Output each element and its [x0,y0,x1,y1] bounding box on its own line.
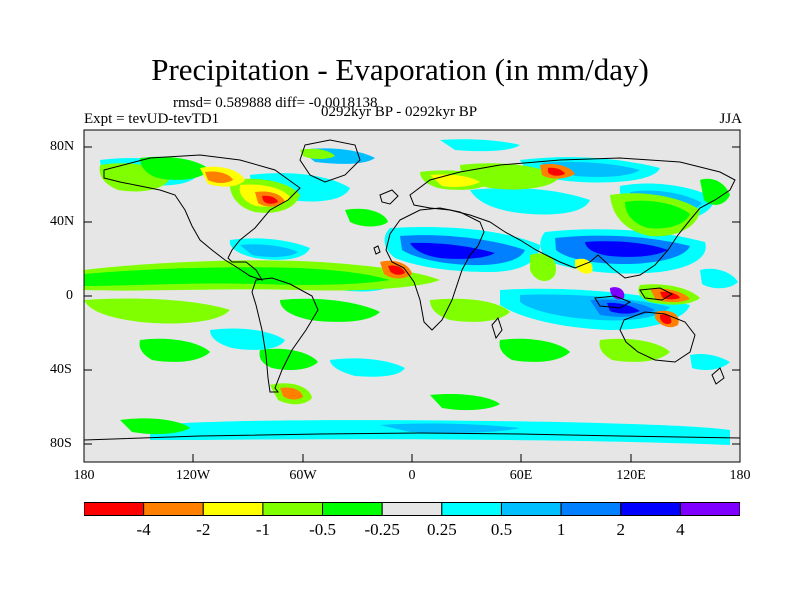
lon-label-60e: 60E [509,468,533,483]
stats-line: rmsd= 0.589888 diff= -0.0018138 [173,95,378,111]
colorbar-swatch [143,502,204,516]
lon-label-120w: 120W [175,468,211,483]
colorbar-swatch [262,502,324,516]
colorbar-swatch [679,502,740,516]
colorbar-label: 4 [676,520,685,539]
lon-label-180w: 180 [73,468,95,483]
season-label: JJA [719,111,742,127]
colorbar-swatch [500,502,562,516]
lon-label-0: 0 [408,468,416,483]
lat-label-80n: 80N [50,139,75,154]
colorbar-swatch [441,502,502,516]
colorbar-label: 2 [616,520,625,539]
lat-label-80s: 80S [50,436,72,451]
colorbar-label: -0.5 [309,520,336,539]
lat-label-0: 0 [66,288,73,303]
colorbar-label: 1 [556,520,566,539]
colorbar [84,502,740,516]
lon-label-180e: 180 [729,468,751,483]
colorbar-label: 0.5 [490,520,513,539]
colorbar-label: -0.25 [364,520,400,539]
colorbar-swatch [322,502,383,516]
lon-label-60w: 60W [289,468,317,483]
lat-label-40n: 40N [50,214,75,229]
map-title: Precipitation - Evaporation (in mm/day) [151,52,649,87]
colorbar-swatch [381,502,443,516]
period-label: 0292kyr BP - 0292kyr BP [321,104,478,120]
colorbar-swatch [84,502,145,516]
colorbar-label: -2 [196,520,211,539]
tick-marks [84,146,740,462]
lat-label-40s: 40S [50,362,72,377]
field-negative [84,148,730,435]
lon-label-120e: 120E [616,468,646,483]
colorbar-swatch [620,502,681,516]
colorbar-label: -1 [255,520,270,539]
experiment-label: Expt = tevUD-tevTD1 [84,111,220,127]
coastlines [84,139,740,441]
colorbar-label: 0.25 [426,520,457,539]
colorbar-swatch [560,502,622,516]
colorbar-swatch [202,502,264,516]
colorbar-label: -4 [136,520,151,539]
